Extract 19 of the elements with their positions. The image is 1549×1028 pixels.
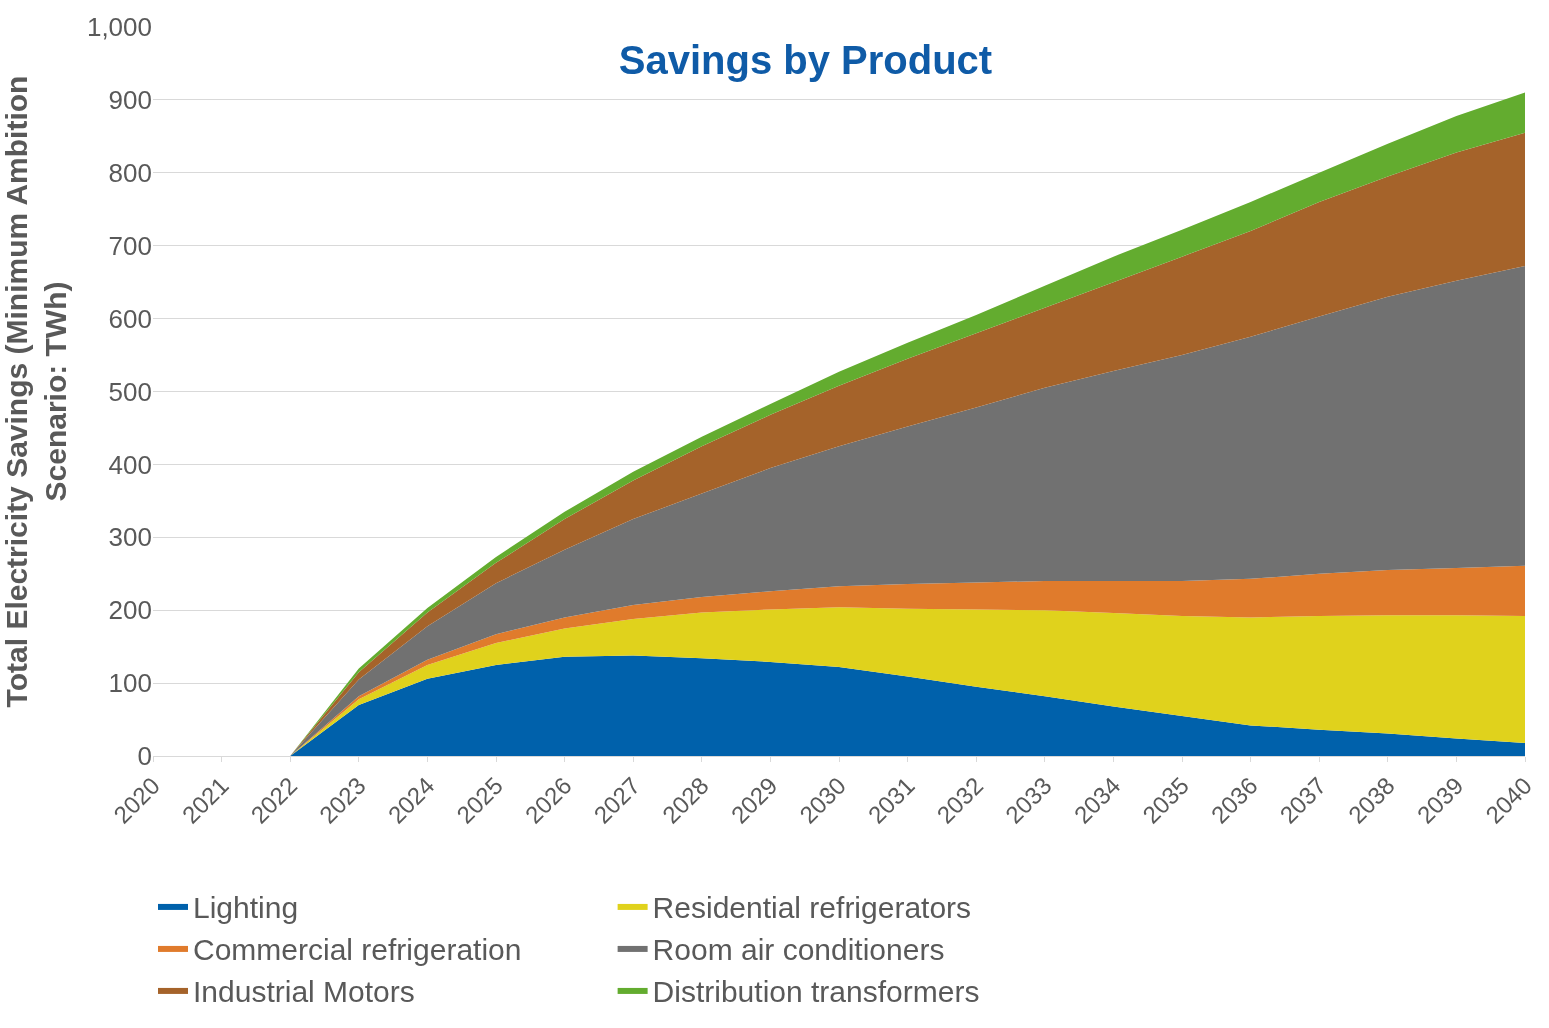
legend-label: Commercial refrigeration	[193, 932, 522, 966]
legend-label: Industrial Motors	[193, 974, 415, 1008]
y-tick-label: 100	[108, 668, 152, 699]
legend-label: Lighting	[193, 890, 299, 924]
y-tick-label: 800	[108, 157, 152, 188]
legend-label: Room air conditioners	[652, 932, 945, 966]
legend-label: Distribution transformers	[652, 974, 980, 1008]
y-tick-label: 500	[108, 376, 152, 407]
y-tick-label: 600	[108, 303, 152, 334]
y-axis-title: Total Electricity Savings (Minimum Ambition Scenario: TWh)	[0, 75, 72, 708]
y-tick-label: 300	[108, 522, 152, 553]
y-tick-label: 700	[108, 230, 152, 261]
y-tick-label: 200	[108, 595, 152, 626]
chart-title: Savings by Product	[618, 38, 993, 83]
y-tick-label: 900	[108, 85, 152, 115]
y-tick-label: 1,000	[86, 12, 152, 43]
y-tick-label: 400	[108, 449, 152, 480]
legend-label: Residential refrigerators	[652, 890, 972, 924]
y-tick-label: 0	[137, 741, 152, 772]
